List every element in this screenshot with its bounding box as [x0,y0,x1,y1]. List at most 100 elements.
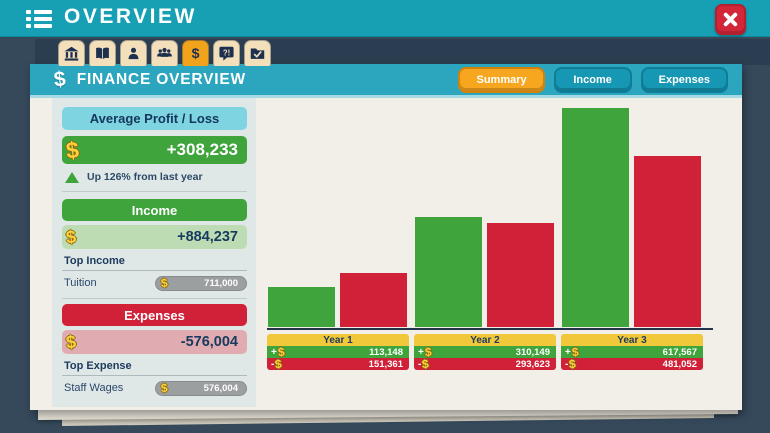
dollar-icon: $ [568,356,577,370]
income-header: Income [62,199,247,221]
dollar-icon: $ [187,45,204,62]
top-income-value: 711,000 [204,277,238,289]
chart-baseline [267,328,713,330]
dollar-icon: $ [421,356,430,370]
divider [62,191,247,192]
year2-income-row: + $ 310,149 [414,345,556,359]
year1-income-value: 113,148 [369,346,403,358]
dollar-icon: $ [160,380,169,396]
staff-group-icon [156,45,173,62]
income-button[interactable]: Income [553,66,632,93]
stats-sidebar: Average Profit / Loss $ +308,233 Up 126%… [52,98,256,407]
year2-income-value: 310,149 [515,346,550,358]
profit-value: +308,233 [166,140,238,159]
top-expense-row: Staff Wages $ 576,004 [62,380,247,396]
chart-plot-area [267,98,742,327]
bar-year2-income [415,217,482,327]
top-income-value-pill: $ 711,000 [155,275,247,291]
income-value: +884,237 [177,229,238,245]
divider [62,375,247,376]
tab-staff[interactable] [151,40,178,66]
year1-bars [267,273,409,327]
top-expense-item: Staff Wages [64,382,124,394]
year2-label: Year 2 [414,334,556,346]
year1-label: Year 1 [267,334,409,346]
finance-panel-header: $ FINANCE OVERVIEW Summary Income Expens… [30,64,742,98]
top-expense-value-pill: $ 576,004 [155,380,247,396]
year2-bars [414,217,556,327]
overview-list-icon [26,7,52,31]
profit-trend-text: Up 126% from last year [87,171,203,183]
expenses-header: Expenses [62,304,247,326]
bar-year2-expenses [487,223,554,327]
divider [62,270,247,271]
year1-expenses-row: - $ 151,361 [267,356,409,370]
year3-legend: Year 3 + $ 617,567 - $ 481,052 [561,334,703,370]
dollar-icon: $ [64,331,77,352]
year1-income-row: + $ 113,148 [267,345,409,359]
year3-expenses-row: - $ 481,052 [561,356,703,370]
plus-sign: + [418,346,424,358]
year3-income-row: + $ 617,567 [561,345,703,359]
year2-legend: Year 2 + $ 310,149 - $ 293,623 [414,334,556,370]
expenses-value: -576,004 [180,334,238,350]
top-income-row: Tuition $ 711,000 [62,275,247,291]
help-bubble-icon: ?! [218,45,235,62]
profit-trend: Up 126% from last year [62,170,247,184]
profit-header: Average Profit / Loss [62,107,247,130]
expenses-button[interactable]: Expenses [640,66,728,93]
dollar-icon: $ [274,356,283,370]
dollar-icon: $ [52,66,67,92]
svg-text:?!: ?! [223,48,230,57]
up-arrow-icon [65,171,79,183]
view-switcher: Summary Income Expenses [458,66,728,93]
income-value-bar: $ +884,237 [62,225,247,249]
top-income-item: Tuition [64,277,97,289]
tab-feedback[interactable]: ?! [213,40,240,66]
year3-expenses-value: 481,052 [662,358,697,370]
expenses-value-bar: $ -576,004 [62,330,247,354]
profit-value-bar: $ +308,233 [62,136,247,164]
page-title: OVERVIEW [64,5,197,28]
plus-sign: + [565,346,571,358]
yearly-bar-chart: Year 1 + $ 113,148 - $ 151,361 [256,98,742,407]
dollar-icon: $ [64,135,81,164]
divider [62,298,247,299]
bar-year3-income [562,108,629,327]
student-icon [125,45,142,62]
minus-sign: - [271,358,275,370]
bank-icon [63,45,80,62]
tab-finance[interactable]: $ [182,40,209,66]
bar-year3-expenses [634,156,701,327]
bar-year1-income [268,287,335,327]
minus-sign: - [565,358,569,370]
chart-legend-row: Year 1 + $ 113,148 - $ 151,361 [267,334,742,370]
year2-expenses-row: - $ 293,623 [414,356,556,370]
topbar: OVERVIEW [0,0,770,36]
top-expense-label: Top Expense [64,360,132,372]
close-button[interactable] [715,4,746,35]
panel-title: FINANCE OVERVIEW [76,70,246,88]
tab-campus[interactable] [58,40,85,66]
plus-sign: + [271,346,277,358]
minus-sign: - [418,358,422,370]
top-expense-value: 576,004 [203,382,238,394]
book-icon [94,45,111,62]
year1-expenses-value: 151,361 [368,358,403,370]
year2-expenses-value: 293,623 [515,358,550,370]
top-income-label: Top Income [64,255,125,267]
close-icon [721,10,740,29]
dollar-icon: $ [64,226,77,247]
tab-students[interactable] [120,40,147,66]
year3-bars [561,108,703,327]
bar-year1-expenses [340,273,407,327]
summary-button[interactable]: Summary [458,66,545,93]
dollar-icon: $ [160,275,169,291]
year1-legend: Year 1 + $ 113,148 - $ 151,361 [267,334,409,370]
tab-courses[interactable] [89,40,116,66]
tab-bar: $ ?! [58,40,271,66]
tab-tasks[interactable] [244,40,271,66]
year3-income-value: 617,567 [662,346,697,358]
panel-content: Average Profit / Loss $ +308,233 Up 126%… [30,98,742,407]
